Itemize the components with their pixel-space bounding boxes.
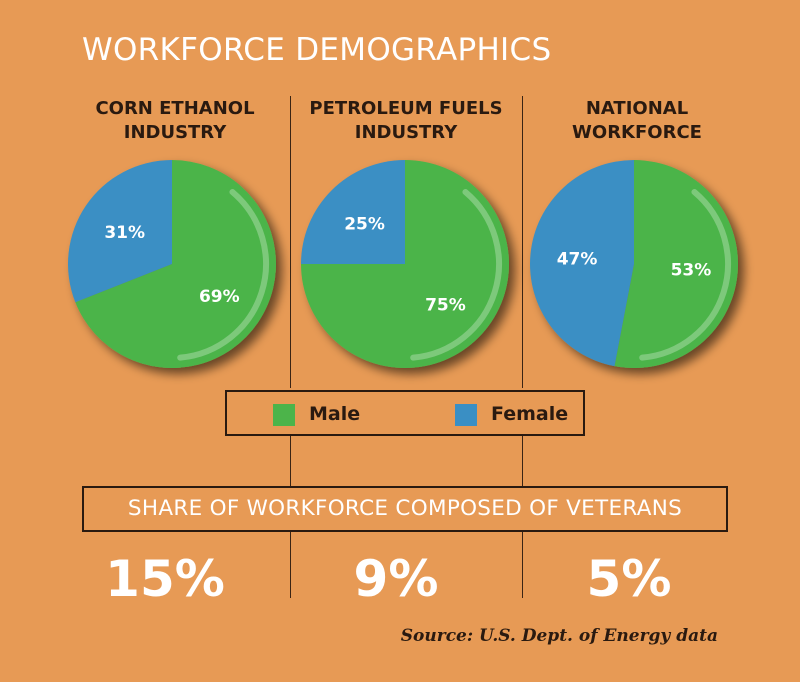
pie-title-line: CORN ETHANOL [95,98,255,119]
pie-slice-label: 31% [104,223,145,243]
pie-highlight [177,188,269,361]
pie-title-corn-ethanol: CORN ETHANOL INDUSTRY [60,97,290,145]
pie-slice-female [67,160,172,303]
legend-label-male: Male [309,403,361,425]
pie-title-line: WORKFORCE [572,122,702,143]
column-divider [522,96,523,388]
column-divider [290,532,291,598]
veterans-value-petroleum: 9% [353,550,439,608]
pie-title-line: PETROLEUM FUELS [309,98,503,119]
pie-slice-label: 47% [557,250,598,270]
pie-slice-male [75,160,276,368]
page-title: WORKFORCE DEMOGRAPHICS [82,32,552,68]
column-divider [290,436,291,486]
legend-label-female: Female [491,403,569,425]
pie-title-line: INDUSTRY [123,122,227,143]
pie-slice-label: 53% [671,260,712,280]
pie-slice-male [614,160,738,368]
pie-2 [530,160,738,368]
veterans-value-national: 5% [586,550,672,608]
source-note: Source: U.S. Dept. of Energy data [400,626,718,646]
pie-highlight [410,188,502,361]
pie-highlight [639,188,731,361]
pie-title-petroleum: PETROLEUM FUELS INDUSTRY [291,97,521,145]
pie-slice-label: 69% [199,287,240,307]
pie-0 [67,160,276,368]
pie-slice-female [301,160,405,264]
pie-title-national: NATIONAL WORKFORCE [522,97,752,145]
column-divider [522,436,523,486]
pie-1 [301,160,509,368]
pie-slice-female [530,160,634,367]
column-divider [290,96,291,388]
column-divider [522,532,523,598]
pie-title-line: NATIONAL [585,98,689,119]
pie-title-line: INDUSTRY [354,122,458,143]
pie-slice-label: 25% [344,215,385,235]
legend-swatch-female [455,404,477,426]
veterans-heading: SHARE OF WORKFORCE COMPOSED OF VETERANS [82,486,728,532]
pie-slice-label: 75% [425,295,466,315]
legend: Male Female [225,390,585,436]
legend-swatch-male [273,404,295,426]
veterans-value-corn-ethanol: 15% [105,550,225,608]
